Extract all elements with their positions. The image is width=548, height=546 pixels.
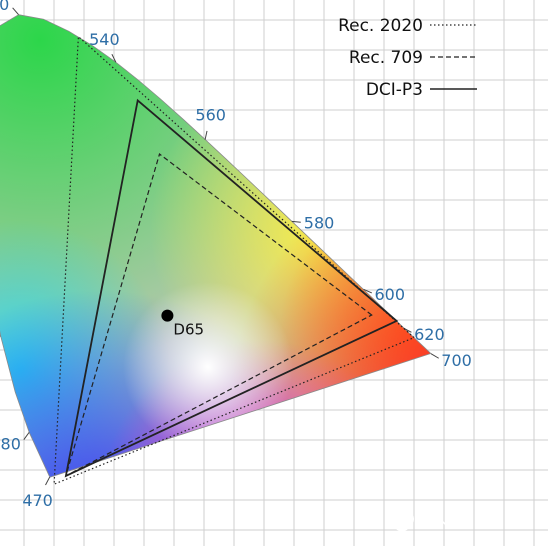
wavelength-label-580: 580: [304, 214, 335, 233]
legend: Rec. 2020 Rec. 709 DCI-P3: [338, 16, 477, 100]
wavelength-label-700: 700: [441, 351, 472, 370]
watermark-logo-icon: [390, 507, 414, 531]
legend-label-dcip3: DCI-P3: [366, 80, 423, 100]
wavelength-label-600: 600: [375, 285, 406, 304]
watermark-logo-glyph: 值: [398, 512, 412, 528]
d65-label: D65: [173, 321, 204, 339]
gamut-rec709: [64, 152, 373, 478]
legend-label-rec2020: Rec. 2020: [338, 16, 423, 36]
gamut-dcip3: [64, 98, 399, 478]
wavelength-tick: [12, 7, 19, 15]
wavelength-tick: [291, 220, 301, 223]
d65-point: [161, 309, 174, 322]
wavelength-label-480: 480: [0, 435, 21, 454]
wavelength-tick: [23, 432, 30, 440]
wavelength-labels: 470480490520540560580600620700: [0, 0, 472, 510]
wavelength-label-540: 540: [89, 30, 120, 49]
watermark-text: 什么值得买: [418, 511, 488, 528]
wavelength-tick: [45, 476, 51, 486]
wavelength-tick: [204, 130, 208, 140]
gamut-triangles: [53, 35, 416, 486]
wavelength-label-470: 470: [22, 491, 53, 510]
watermark: 值 什么值得买: [390, 507, 488, 531]
wavelength-label-560: 560: [195, 105, 226, 124]
wavelength-tick: [111, 53, 117, 63]
gamut-rec2020: [53, 35, 416, 486]
wavelength-label-620: 620: [414, 325, 445, 344]
wavelength-ticks: [0, 7, 439, 486]
wavelength-tick: [363, 288, 373, 294]
wavelength-tick: [430, 353, 439, 359]
white-point: D65: [161, 309, 204, 339]
wavelength-label-520: 520: [0, 0, 9, 14]
legend-label-rec709: Rec. 709: [349, 48, 423, 68]
